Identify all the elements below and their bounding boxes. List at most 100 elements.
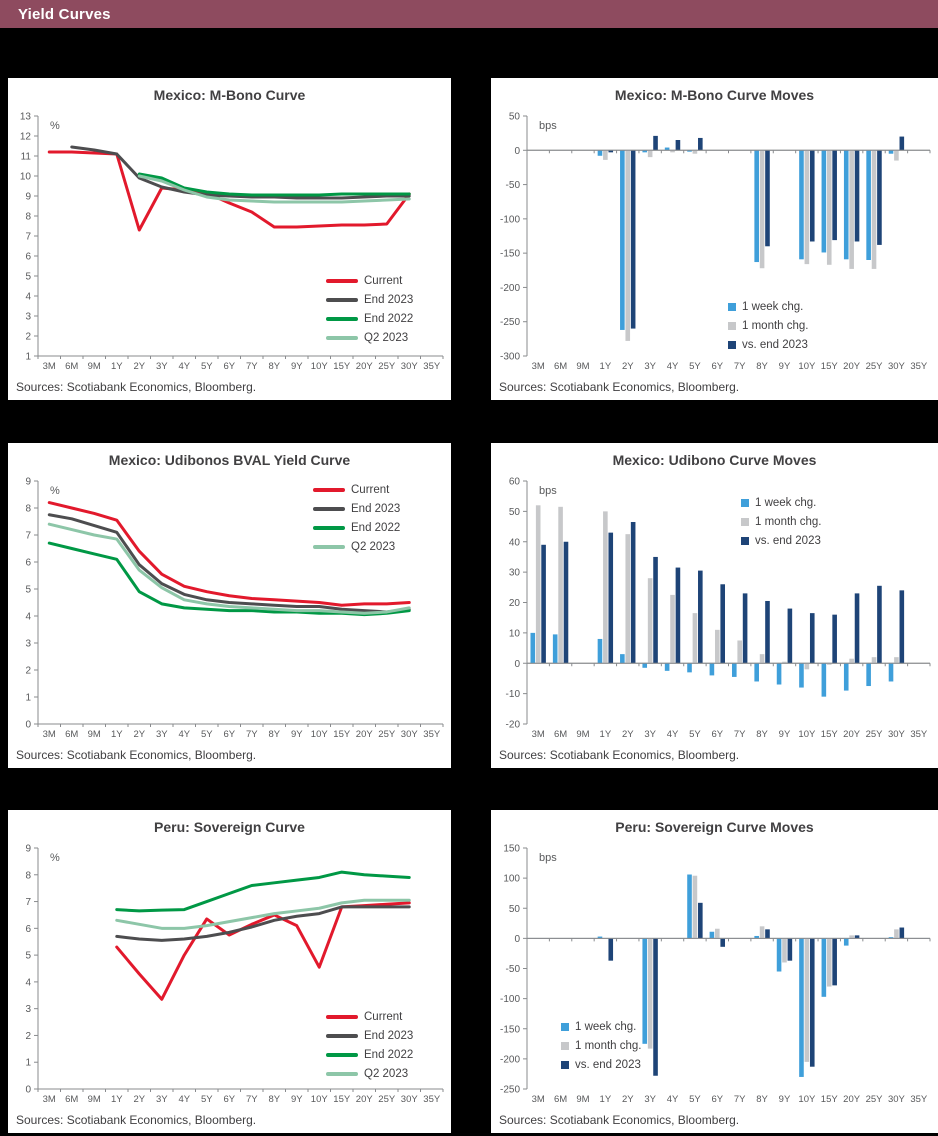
svg-text:-300: -300 xyxy=(500,352,520,363)
svg-text:9M: 9M xyxy=(88,361,101,372)
svg-text:9: 9 xyxy=(25,477,31,488)
legend-label: Current xyxy=(351,484,390,496)
svg-text:6: 6 xyxy=(25,924,31,935)
svg-text:2Y: 2Y xyxy=(133,361,145,372)
udibono-curve-moves-chart: -20 -10 0 10 20 30 40 50 60 3M 6M 9M 1Y 2Y 3Y 4Y 5Y 6Y 7Y 8… xyxy=(506,477,931,740)
svg-text:50: 50 xyxy=(509,507,521,518)
legend-swatch xyxy=(326,317,358,321)
bars-1-week-chg- xyxy=(530,632,894,697)
legend-label: Q2 2023 xyxy=(351,541,396,553)
series-q2-2023 xyxy=(137,174,411,204)
svg-text:5Y: 5Y xyxy=(689,729,701,740)
legend-swatch xyxy=(326,279,358,283)
svg-text:4: 4 xyxy=(25,612,31,623)
svg-text:6M: 6M xyxy=(65,361,78,372)
svg-text:-100: -100 xyxy=(500,214,520,225)
svg-text:10: 10 xyxy=(20,172,32,183)
svg-text:5Y: 5Y xyxy=(689,361,701,372)
legend-item: End 2023 xyxy=(313,502,400,516)
svg-text:1: 1 xyxy=(25,352,31,363)
legend-item: Q2 2023 xyxy=(326,331,413,345)
svg-text:8: 8 xyxy=(25,504,31,515)
legend-item: End 2022 xyxy=(313,521,400,535)
svg-text:35Y: 35Y xyxy=(910,729,928,740)
legend-item: 1 month chg. xyxy=(728,319,808,333)
legend: Current End 2023 End 2022 Q2 2023 xyxy=(313,483,400,554)
svg-text:6M: 6M xyxy=(554,361,567,372)
legend-swatch xyxy=(561,1023,569,1031)
svg-text:0: 0 xyxy=(514,146,520,157)
svg-text:9Y: 9Y xyxy=(291,729,303,740)
svg-text:4: 4 xyxy=(25,977,31,988)
y-axis: -20 -10 0 10 20 30 40 50 60 xyxy=(506,477,528,731)
svg-text:20: 20 xyxy=(509,598,521,609)
sources-note: Sources: Scotiabank Economics, Bloomberg… xyxy=(499,1113,740,1127)
svg-text:3Y: 3Y xyxy=(156,361,168,372)
svg-text:5Y: 5Y xyxy=(201,361,213,372)
svg-text:25Y: 25Y xyxy=(866,729,884,740)
legend-item: vs. end 2023 xyxy=(561,1058,641,1072)
svg-text:10Y: 10Y xyxy=(798,729,816,740)
svg-text:0: 0 xyxy=(514,934,520,945)
legend-label: vs. end 2023 xyxy=(755,535,821,547)
sources-note: Sources: Scotiabank Economics, Bloomberg… xyxy=(499,380,740,394)
svg-text:1Y: 1Y xyxy=(111,361,123,372)
svg-text:3Y: 3Y xyxy=(644,1094,656,1105)
svg-text:7Y: 7Y xyxy=(246,1094,258,1105)
svg-text:15Y: 15Y xyxy=(333,729,351,740)
svg-text:9Y: 9Y xyxy=(291,1094,303,1105)
bars-1-month-chg- xyxy=(535,505,899,670)
sources-note: Sources: Scotiabank Economics, Bloomberg… xyxy=(499,748,740,762)
legend-item: vs. end 2023 xyxy=(741,534,821,548)
svg-text:50: 50 xyxy=(509,112,521,123)
svg-text:30Y: 30Y xyxy=(888,1094,906,1105)
legend-label: Current xyxy=(364,1011,403,1023)
svg-text:3M: 3M xyxy=(532,729,545,740)
svg-text:3M: 3M xyxy=(43,361,56,372)
svg-text:1Y: 1Y xyxy=(111,1094,123,1105)
svg-text:-250: -250 xyxy=(500,1085,520,1096)
svg-text:8Y: 8Y xyxy=(756,361,768,372)
svg-text:60: 60 xyxy=(509,477,521,488)
y-axis: -250 -200 -150 -100 -50 0 50 100 150 xyxy=(500,844,528,1096)
legend-item: 1 month chg. xyxy=(561,1039,641,1053)
svg-text:8Y: 8Y xyxy=(268,361,280,372)
bars-1-month-chg- xyxy=(603,150,899,341)
svg-text:12: 12 xyxy=(20,132,32,143)
legend-swatch xyxy=(313,507,345,511)
svg-text:8: 8 xyxy=(25,870,31,881)
svg-text:25Y: 25Y xyxy=(378,729,396,740)
legend-item: End 2022 xyxy=(326,312,413,326)
legend-item: Current xyxy=(313,483,400,497)
legend-item: 1 month chg. xyxy=(741,515,821,529)
legend-item: vs. end 2023 xyxy=(728,338,808,352)
svg-text:-50: -50 xyxy=(506,964,521,975)
unit-label: % xyxy=(50,852,60,864)
y-axis: 0 1 2 3 4 5 6 7 8 9 xyxy=(25,477,39,731)
legend-label: 1 week chg. xyxy=(755,497,817,509)
svg-text:15Y: 15Y xyxy=(821,729,839,740)
svg-text:2: 2 xyxy=(25,332,31,343)
series-current xyxy=(115,901,411,1001)
svg-text:8Y: 8Y xyxy=(268,729,280,740)
svg-text:3: 3 xyxy=(25,639,31,650)
svg-text:9: 9 xyxy=(25,844,31,855)
svg-text:40: 40 xyxy=(509,537,521,548)
svg-text:9Y: 9Y xyxy=(779,729,791,740)
svg-text:8Y: 8Y xyxy=(756,729,768,740)
bars-vs-end-2023 xyxy=(608,902,905,1076)
svg-text:4Y: 4Y xyxy=(667,361,679,372)
legend-swatch xyxy=(326,1015,358,1019)
series-end-2023 xyxy=(47,513,411,614)
svg-text:30Y: 30Y xyxy=(401,361,419,372)
legend-label: 1 month chg. xyxy=(575,1040,642,1052)
svg-text:7: 7 xyxy=(25,531,31,542)
bars-1-week-chg- xyxy=(597,147,894,330)
unit-label: bps xyxy=(539,485,557,497)
svg-text:1: 1 xyxy=(25,1058,31,1069)
svg-text:5: 5 xyxy=(25,951,31,962)
series-end-2022 xyxy=(115,870,411,913)
svg-text:0: 0 xyxy=(514,659,520,670)
chart-title: Peru: Sovereign Curve Moves xyxy=(615,819,814,835)
svg-text:0: 0 xyxy=(25,1085,31,1096)
